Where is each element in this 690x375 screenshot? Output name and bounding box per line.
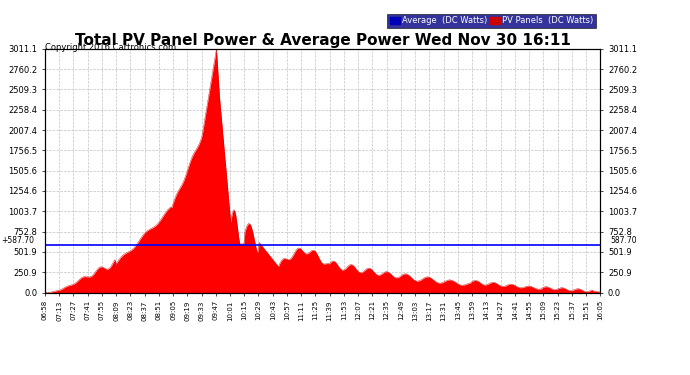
Text: +587.70: +587.70: [1, 236, 34, 245]
Legend: Average  (DC Watts), PV Panels  (DC Watts): Average (DC Watts), PV Panels (DC Watts): [387, 14, 596, 28]
Text: Copyright 2016 Cartronics.com: Copyright 2016 Cartronics.com: [45, 43, 176, 52]
Title: Total PV Panel Power & Average Power Wed Nov 30 16:11: Total PV Panel Power & Average Power Wed…: [75, 33, 571, 48]
Text: 587.70: 587.70: [611, 236, 637, 245]
